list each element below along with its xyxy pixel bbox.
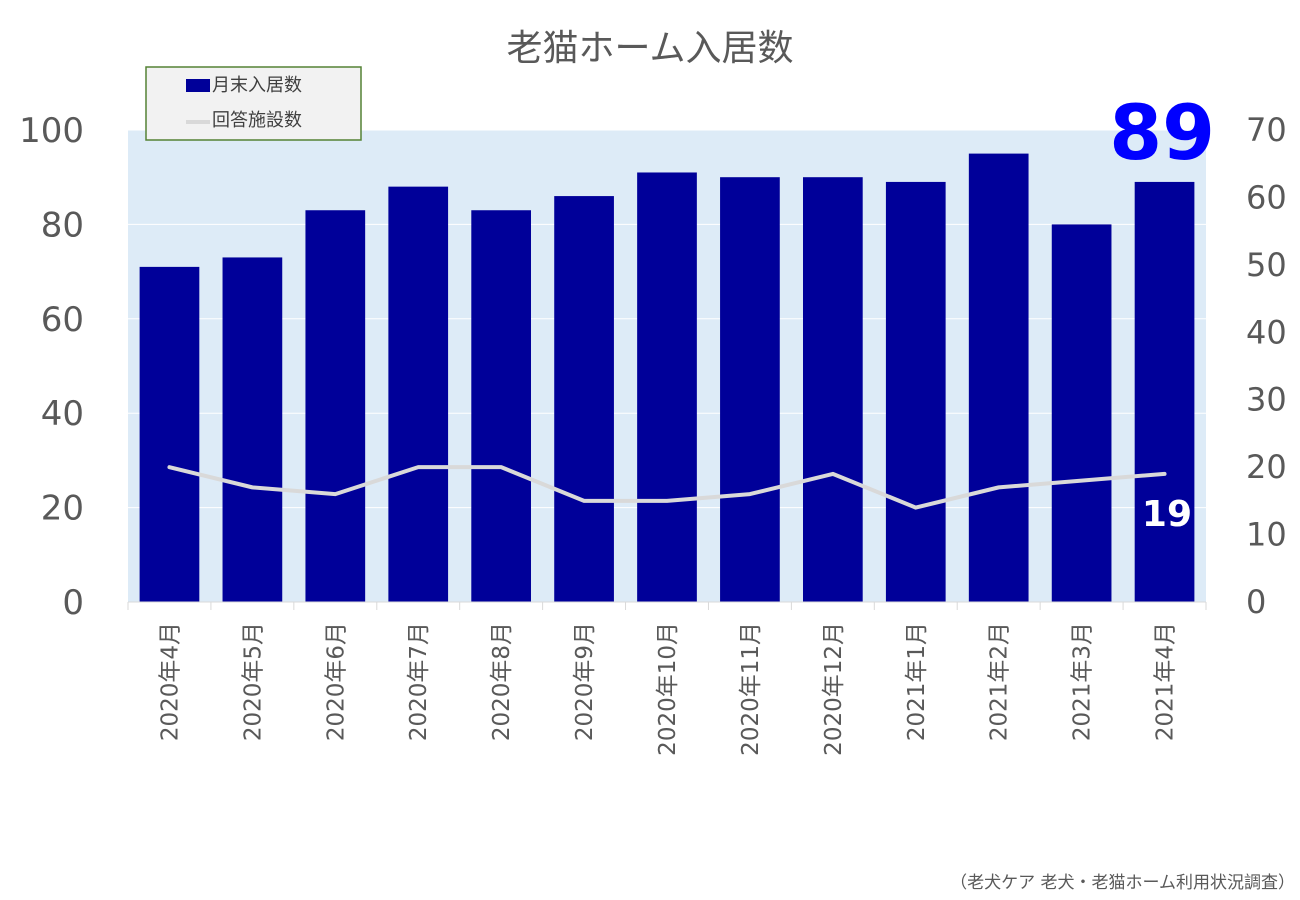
x-tick-label: 2020年5月 (240, 622, 266, 741)
last-bar-value-label: 89 (1109, 88, 1215, 177)
bar (388, 186, 449, 602)
y-tick-label: 100 (19, 111, 84, 151)
bar (637, 172, 697, 603)
x-tick-label: 2020年11月 (738, 622, 764, 756)
y2-tick-label: 70 (1246, 111, 1287, 149)
x-tick-label: 2021年2月 (987, 622, 1013, 741)
y2-tick-label: 20 (1246, 448, 1287, 486)
y2-tick-label: 60 (1246, 178, 1287, 216)
last-line-value-label: 19 (1142, 494, 1192, 535)
bar (802, 177, 863, 602)
legend-box (145, 66, 362, 141)
x-tick-label: 2020年7月 (406, 622, 432, 741)
bar (554, 196, 614, 602)
bar (968, 153, 1029, 602)
y2-tick-label: 0 (1246, 583, 1266, 621)
y2-tick-label: 40 (1246, 313, 1287, 351)
x-tick-labels: 2020年4月 2020年5月 2020年6月 2020年7月 2020年8月 2020年… (157, 622, 1178, 756)
y-axis-left: 0 20 40 60 80 100 (19, 111, 84, 623)
x-tick-label: 2020年9月 (572, 622, 598, 741)
y-tick-label: 20 (41, 489, 84, 529)
bar (885, 181, 946, 603)
chart-title: 老猫ホーム入居数 (507, 28, 794, 69)
bar (1134, 181, 1195, 603)
y2-tick-label: 30 (1246, 381, 1287, 419)
bar-series (139, 153, 1195, 603)
x-tick-label: 2020年10月 (655, 622, 681, 756)
bar (305, 210, 366, 603)
bar (471, 210, 532, 603)
x-tick-label: 2020年12月 (821, 622, 847, 756)
line-series (167, 465, 1167, 510)
x-tick-label: 2021年1月 (904, 622, 930, 741)
legend-bar-label: 月末入居数 (212, 75, 302, 96)
source-note: （老犬ケア 老犬・老猫ホーム利用状況調査） (950, 873, 1295, 893)
x-tick-label: 2020年6月 (323, 622, 349, 741)
x-tick-label: 2020年8月 (489, 622, 515, 741)
x-axis (127, 601, 1207, 610)
x-tick-label: 2021年3月 (1070, 622, 1096, 741)
x-tick-label: 2020年4月 (157, 622, 183, 741)
x-tick-label: 2021年4月 (1153, 622, 1179, 741)
bar (1051, 224, 1112, 602)
legend: 月末入居数 回答施設数 (145, 66, 362, 141)
y-tick-label: 80 (41, 205, 84, 245)
legend-line-label: 回答施設数 (212, 110, 302, 131)
y-tick-label: 40 (41, 394, 84, 434)
bar (720, 177, 780, 602)
bar (222, 257, 283, 602)
y2-tick-label: 10 (1246, 516, 1287, 554)
bar (139, 266, 200, 602)
y-tick-label: 60 (41, 300, 84, 340)
legend-bar-swatch (186, 79, 210, 92)
y-axis-right: 0 10 20 30 40 50 60 70 (1246, 111, 1287, 621)
y-tick-label: 0 (62, 583, 84, 623)
y2-tick-label: 50 (1246, 246, 1287, 284)
